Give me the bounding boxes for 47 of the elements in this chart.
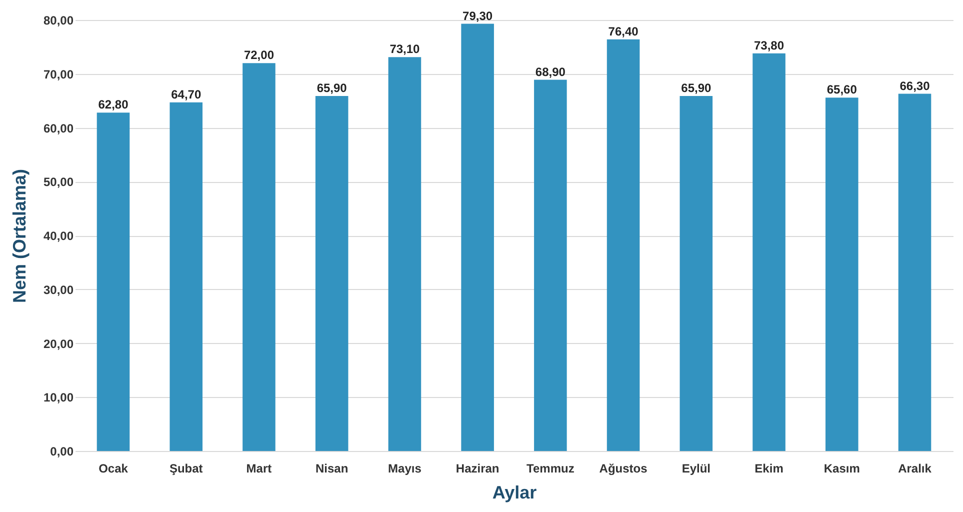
y-tick-label: 70,00 xyxy=(43,67,74,82)
data-label: 65,60 xyxy=(826,82,858,97)
x-tick-label: Eylül xyxy=(682,462,710,476)
data-label: 65,90 xyxy=(316,80,348,95)
data-label: 65,90 xyxy=(681,80,712,95)
bar xyxy=(242,63,276,451)
x-tick-label: Mart xyxy=(246,462,272,476)
x-tick-label: Temmuz xyxy=(526,462,574,476)
data-label: 73,80 xyxy=(754,38,784,52)
x-tick-label: Mayıs xyxy=(388,462,422,476)
bar xyxy=(170,102,203,451)
y-tick-label: 50,00 xyxy=(43,175,74,190)
data-label: 68,90 xyxy=(535,64,566,79)
bar xyxy=(388,57,422,451)
bar xyxy=(680,96,713,451)
x-tick-label: Şubat xyxy=(169,462,203,476)
x-tick-label: Ocak xyxy=(98,462,128,476)
data-label: 76,40 xyxy=(608,24,639,38)
y-tick-label: 80,00 xyxy=(43,14,74,28)
y-tick-label: 20,00 xyxy=(43,336,74,351)
x-tick-label: Kasım xyxy=(824,462,860,476)
bar xyxy=(606,39,640,451)
x-axis-title: Aylar xyxy=(492,482,537,502)
data-label: 79,30 xyxy=(462,8,493,23)
y-tick-label: 10,00 xyxy=(43,390,74,405)
bar xyxy=(315,96,348,451)
bar xyxy=(461,24,494,451)
data-label: 72,00 xyxy=(244,48,274,62)
bar xyxy=(752,53,786,451)
y-tick-label: 60,00 xyxy=(43,121,74,136)
x-tick-label: Ağustos xyxy=(599,462,648,476)
data-label: 73,10 xyxy=(390,42,420,56)
x-tick-label: Aralık xyxy=(898,462,932,476)
data-label: 62,80 xyxy=(98,98,129,112)
y-tick-label: 30,00 xyxy=(43,282,74,297)
data-label: 64,70 xyxy=(171,87,202,102)
y-tick-label: 0,00 xyxy=(50,444,74,458)
bar xyxy=(534,80,567,451)
x-tick-label: Haziran xyxy=(456,462,500,476)
y-axis-title: Nem (Ortalama) xyxy=(9,168,30,304)
x-tick-label: Nisan xyxy=(316,462,348,476)
bar xyxy=(898,94,932,451)
x-tick-label: Ekim xyxy=(754,462,784,476)
bar xyxy=(96,112,130,451)
data-label: 66,30 xyxy=(900,78,930,93)
bar xyxy=(825,98,858,451)
y-tick-label: 40,00 xyxy=(43,229,74,243)
